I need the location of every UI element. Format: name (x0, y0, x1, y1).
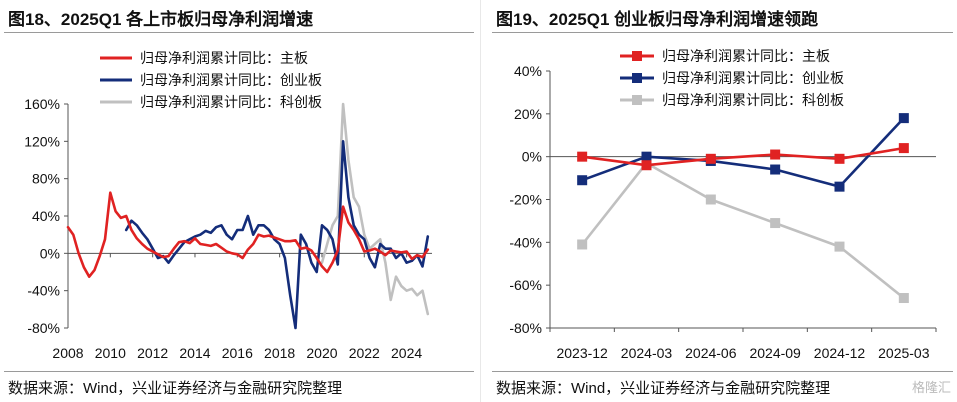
right-series-1-point (834, 181, 845, 192)
right-x-tick-label: 2025-03 (878, 345, 930, 361)
right-series-2-point (705, 194, 716, 205)
left-y-tick-label: -80% (27, 320, 60, 336)
panel-divider (480, 0, 481, 402)
right-series-1-point (577, 175, 588, 186)
left-series-line-0 (66, 191, 430, 278)
right-x-tick-label: 2024-03 (621, 345, 673, 361)
right-line-chart: -80% -60% -40% -20% 0% 20% 40% 2023-12 2024-03 20… (509, 48, 937, 361)
watermark-logo-text: 格隆汇 (911, 380, 951, 395)
right-y-tick-label: -60% (509, 277, 542, 293)
right-legend-label-0: 归母净利润累计同比：主板 (662, 48, 830, 64)
left-series-line-1 (124, 140, 430, 330)
right-series-line-0 (582, 146, 905, 167)
right-y-tick-label: -40% (509, 234, 542, 250)
left-x-tick-label: 2022 (349, 345, 380, 361)
left-title-rule (4, 32, 474, 33)
right-series-0-point (641, 160, 652, 171)
left-source-note: 数据来源：Wind，兴业证券经济与金融研究院整理 (8, 380, 343, 397)
left-x-tick-label: 2016 (222, 345, 253, 361)
left-y-tick-label: 0% (40, 245, 60, 261)
right-y-tick-label: -80% (509, 320, 542, 336)
right-series-2-point (898, 293, 909, 304)
right-chart-panel: 图19、2025Q1 创业板归母净利润增速领跑 -80% -60% -40% -20%… (488, 0, 957, 402)
right-series-0-point (577, 151, 588, 162)
right-chart-title: 图19、2025Q1 创业板归母净利润增速领跑 (496, 10, 819, 29)
right-series-1-point (898, 113, 909, 124)
right-x-tick-label: 2023-12 (556, 345, 608, 361)
left-legend-label-2: 归母净利润累计同比：科创板 (140, 94, 322, 110)
right-series-0-point (898, 143, 909, 154)
right-legend-marker-0 (632, 51, 642, 61)
left-y-tick-label: 80% (32, 171, 60, 187)
right-title-rule (492, 32, 953, 33)
left-line-chart: -80% -40% 0% 40% 80% 120% 160% 2008 2010 2012 2014… (24, 50, 432, 361)
right-series-0-point (770, 149, 781, 160)
right-legend-marker-2 (632, 95, 642, 105)
right-footer-rule (492, 371, 953, 372)
right-y-tick-label: 20% (514, 106, 542, 122)
right-x-tick-label: 2024-12 (814, 345, 866, 361)
right-legend-label-2: 归母净利润累计同比：科创板 (662, 92, 844, 108)
right-y-tick-label: -20% (509, 192, 542, 208)
right-legend-marker-1 (632, 73, 642, 83)
right-series-line-2 (581, 161, 905, 300)
left-series-line-2 (320, 102, 430, 316)
right-legend-label-1: 归母净利润累计同比：创业板 (662, 70, 844, 86)
left-y-tick-label: 120% (24, 133, 60, 149)
left-footer-rule (4, 371, 474, 372)
left-x-tick-label: 2014 (179, 345, 210, 361)
left-x-tick-label: 2008 (52, 345, 83, 361)
right-x-tick-label: 2024-06 (685, 345, 737, 361)
right-series-0-point (705, 153, 716, 164)
left-x-tick-label: 2020 (306, 345, 337, 361)
right-series-1-point (770, 164, 781, 175)
left-y-tick-label: -40% (27, 283, 60, 299)
right-series-line-1 (581, 117, 905, 188)
right-source-note: 数据来源：Wind，兴业证券经济与金融研究院整理 (496, 380, 831, 397)
left-x-tick-label: 2012 (137, 345, 168, 361)
left-chart-panel: 图18、2025Q1 各上市板归母净利润增速 -80% -40% 0% 40% 80% 1… (0, 0, 478, 402)
right-series-2-point (577, 239, 588, 250)
left-chart-title: 图18、2025Q1 各上市板归母净利润增速 (8, 10, 314, 29)
left-y-tick-label: 40% (32, 208, 60, 224)
right-series-2-point (834, 241, 845, 252)
left-y-tick-label: 160% (24, 96, 60, 112)
right-series-2-point (770, 218, 781, 229)
left-x-tick-label: 2010 (95, 345, 126, 361)
left-legend-label-0: 归母净利润累计同比：主板 (140, 50, 308, 66)
right-series-1-point (641, 151, 652, 162)
left-x-tick-label: 2018 (264, 345, 295, 361)
right-y-tick-label: 40% (514, 63, 542, 79)
right-x-tick-label: 2024-09 (749, 345, 801, 361)
right-series-0-point (834, 153, 845, 164)
left-legend-label-1: 归母净利润累计同比：创业板 (140, 72, 322, 88)
left-x-tick-label: 2024 (391, 345, 422, 361)
right-y-tick-label: 0% (522, 149, 542, 165)
